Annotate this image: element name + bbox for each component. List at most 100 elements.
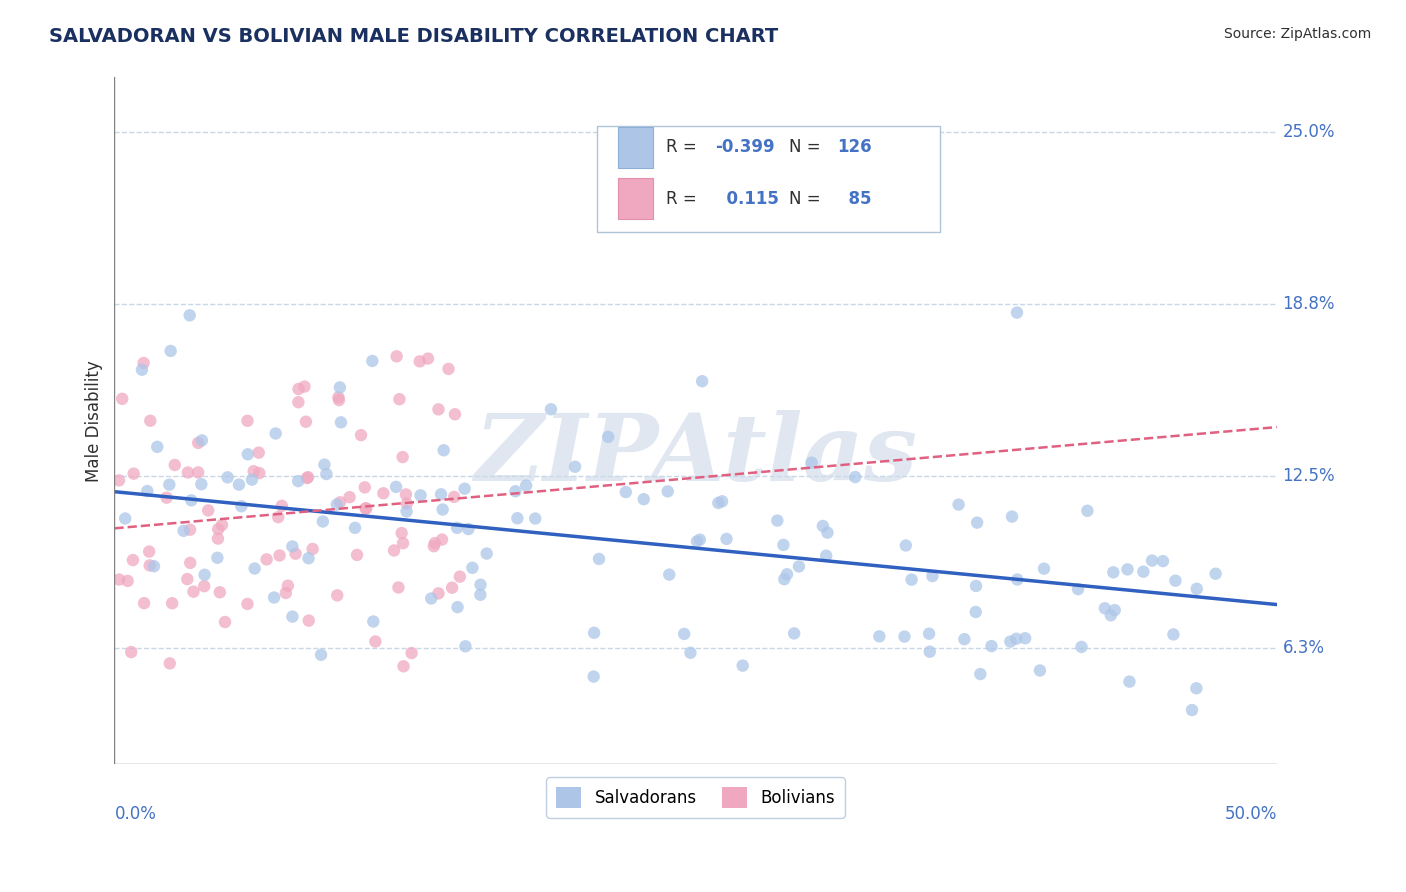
Point — [1029, 664, 1052, 678]
Point — [900, 573, 922, 587]
Point — [437, 362, 460, 376]
FancyBboxPatch shape — [596, 126, 939, 232]
Text: R =: R = — [666, 190, 703, 208]
Point — [382, 543, 405, 558]
Point — [1104, 603, 1126, 617]
Point — [1132, 565, 1154, 579]
Point — [449, 569, 471, 583]
Point — [242, 464, 264, 478]
Point — [314, 458, 336, 472]
Point — [423, 539, 446, 553]
Point — [214, 615, 236, 629]
Point — [108, 474, 131, 488]
Point — [391, 526, 413, 541]
Point — [277, 579, 299, 593]
Point — [269, 549, 291, 563]
Point — [207, 550, 229, 565]
Point — [965, 605, 987, 619]
Text: 6.3%: 6.3% — [1282, 639, 1324, 657]
Point — [131, 362, 153, 376]
Point — [243, 561, 266, 575]
Point — [191, 434, 214, 448]
Point — [446, 600, 468, 615]
Point — [392, 536, 415, 550]
Point — [1205, 566, 1227, 581]
Point — [1033, 562, 1056, 576]
Point — [176, 572, 198, 586]
Point — [1140, 553, 1163, 567]
Point — [297, 551, 319, 566]
Point — [281, 540, 304, 554]
Point — [540, 402, 562, 417]
Point — [1185, 681, 1208, 696]
Point — [301, 541, 323, 556]
Point — [211, 517, 233, 532]
Point — [773, 572, 796, 586]
Point — [457, 522, 479, 536]
Point — [309, 648, 332, 662]
Point — [284, 547, 307, 561]
Point — [783, 626, 806, 640]
Point — [395, 497, 418, 511]
Point — [416, 351, 439, 366]
Point — [270, 499, 292, 513]
Point — [207, 532, 229, 546]
Point — [1067, 582, 1090, 596]
Point — [114, 511, 136, 525]
Point — [1152, 554, 1174, 568]
Point — [444, 407, 467, 421]
Point — [1164, 574, 1187, 588]
Point — [454, 640, 477, 654]
Point — [583, 625, 606, 640]
Text: 12.5%: 12.5% — [1282, 467, 1336, 484]
Point — [427, 586, 450, 600]
Point — [432, 502, 454, 516]
Point — [160, 596, 183, 610]
Point — [295, 471, 318, 485]
Point — [505, 484, 527, 499]
Point — [231, 500, 253, 514]
Point — [969, 667, 991, 681]
Point — [263, 591, 285, 605]
Point — [247, 466, 270, 480]
Point — [1094, 601, 1116, 615]
Point — [1181, 703, 1204, 717]
Point — [120, 645, 142, 659]
Point — [122, 553, 145, 567]
Text: N =: N = — [789, 138, 825, 156]
Point — [217, 470, 239, 484]
Point — [247, 445, 270, 459]
Point — [1076, 504, 1098, 518]
Point — [564, 459, 586, 474]
Point — [453, 482, 475, 496]
Point — [274, 586, 297, 600]
Point — [443, 490, 465, 504]
Point — [711, 494, 734, 508]
Point — [163, 458, 186, 472]
Point — [328, 390, 350, 404]
Point — [787, 559, 810, 574]
Point — [707, 496, 730, 510]
Point — [326, 498, 349, 512]
Point — [598, 430, 620, 444]
Point — [868, 629, 890, 643]
Text: SALVADORAN VS BOLIVIAN MALE DISABILITY CORRELATION CHART: SALVADORAN VS BOLIVIAN MALE DISABILITY C… — [49, 27, 779, 45]
Point — [187, 466, 209, 480]
Point — [326, 588, 349, 602]
Point — [328, 393, 350, 408]
Point — [392, 659, 415, 673]
Point — [1000, 634, 1022, 648]
Point — [179, 523, 201, 537]
Point — [187, 436, 209, 450]
Point — [433, 443, 456, 458]
Point — [122, 467, 145, 481]
Point — [385, 480, 408, 494]
Text: 18.8%: 18.8% — [1282, 295, 1336, 313]
Point — [1116, 562, 1139, 576]
Point — [179, 309, 201, 323]
Point — [1001, 509, 1024, 524]
Text: 0.0%: 0.0% — [114, 805, 156, 823]
Point — [298, 614, 321, 628]
Point — [844, 470, 866, 484]
Point — [409, 488, 432, 502]
